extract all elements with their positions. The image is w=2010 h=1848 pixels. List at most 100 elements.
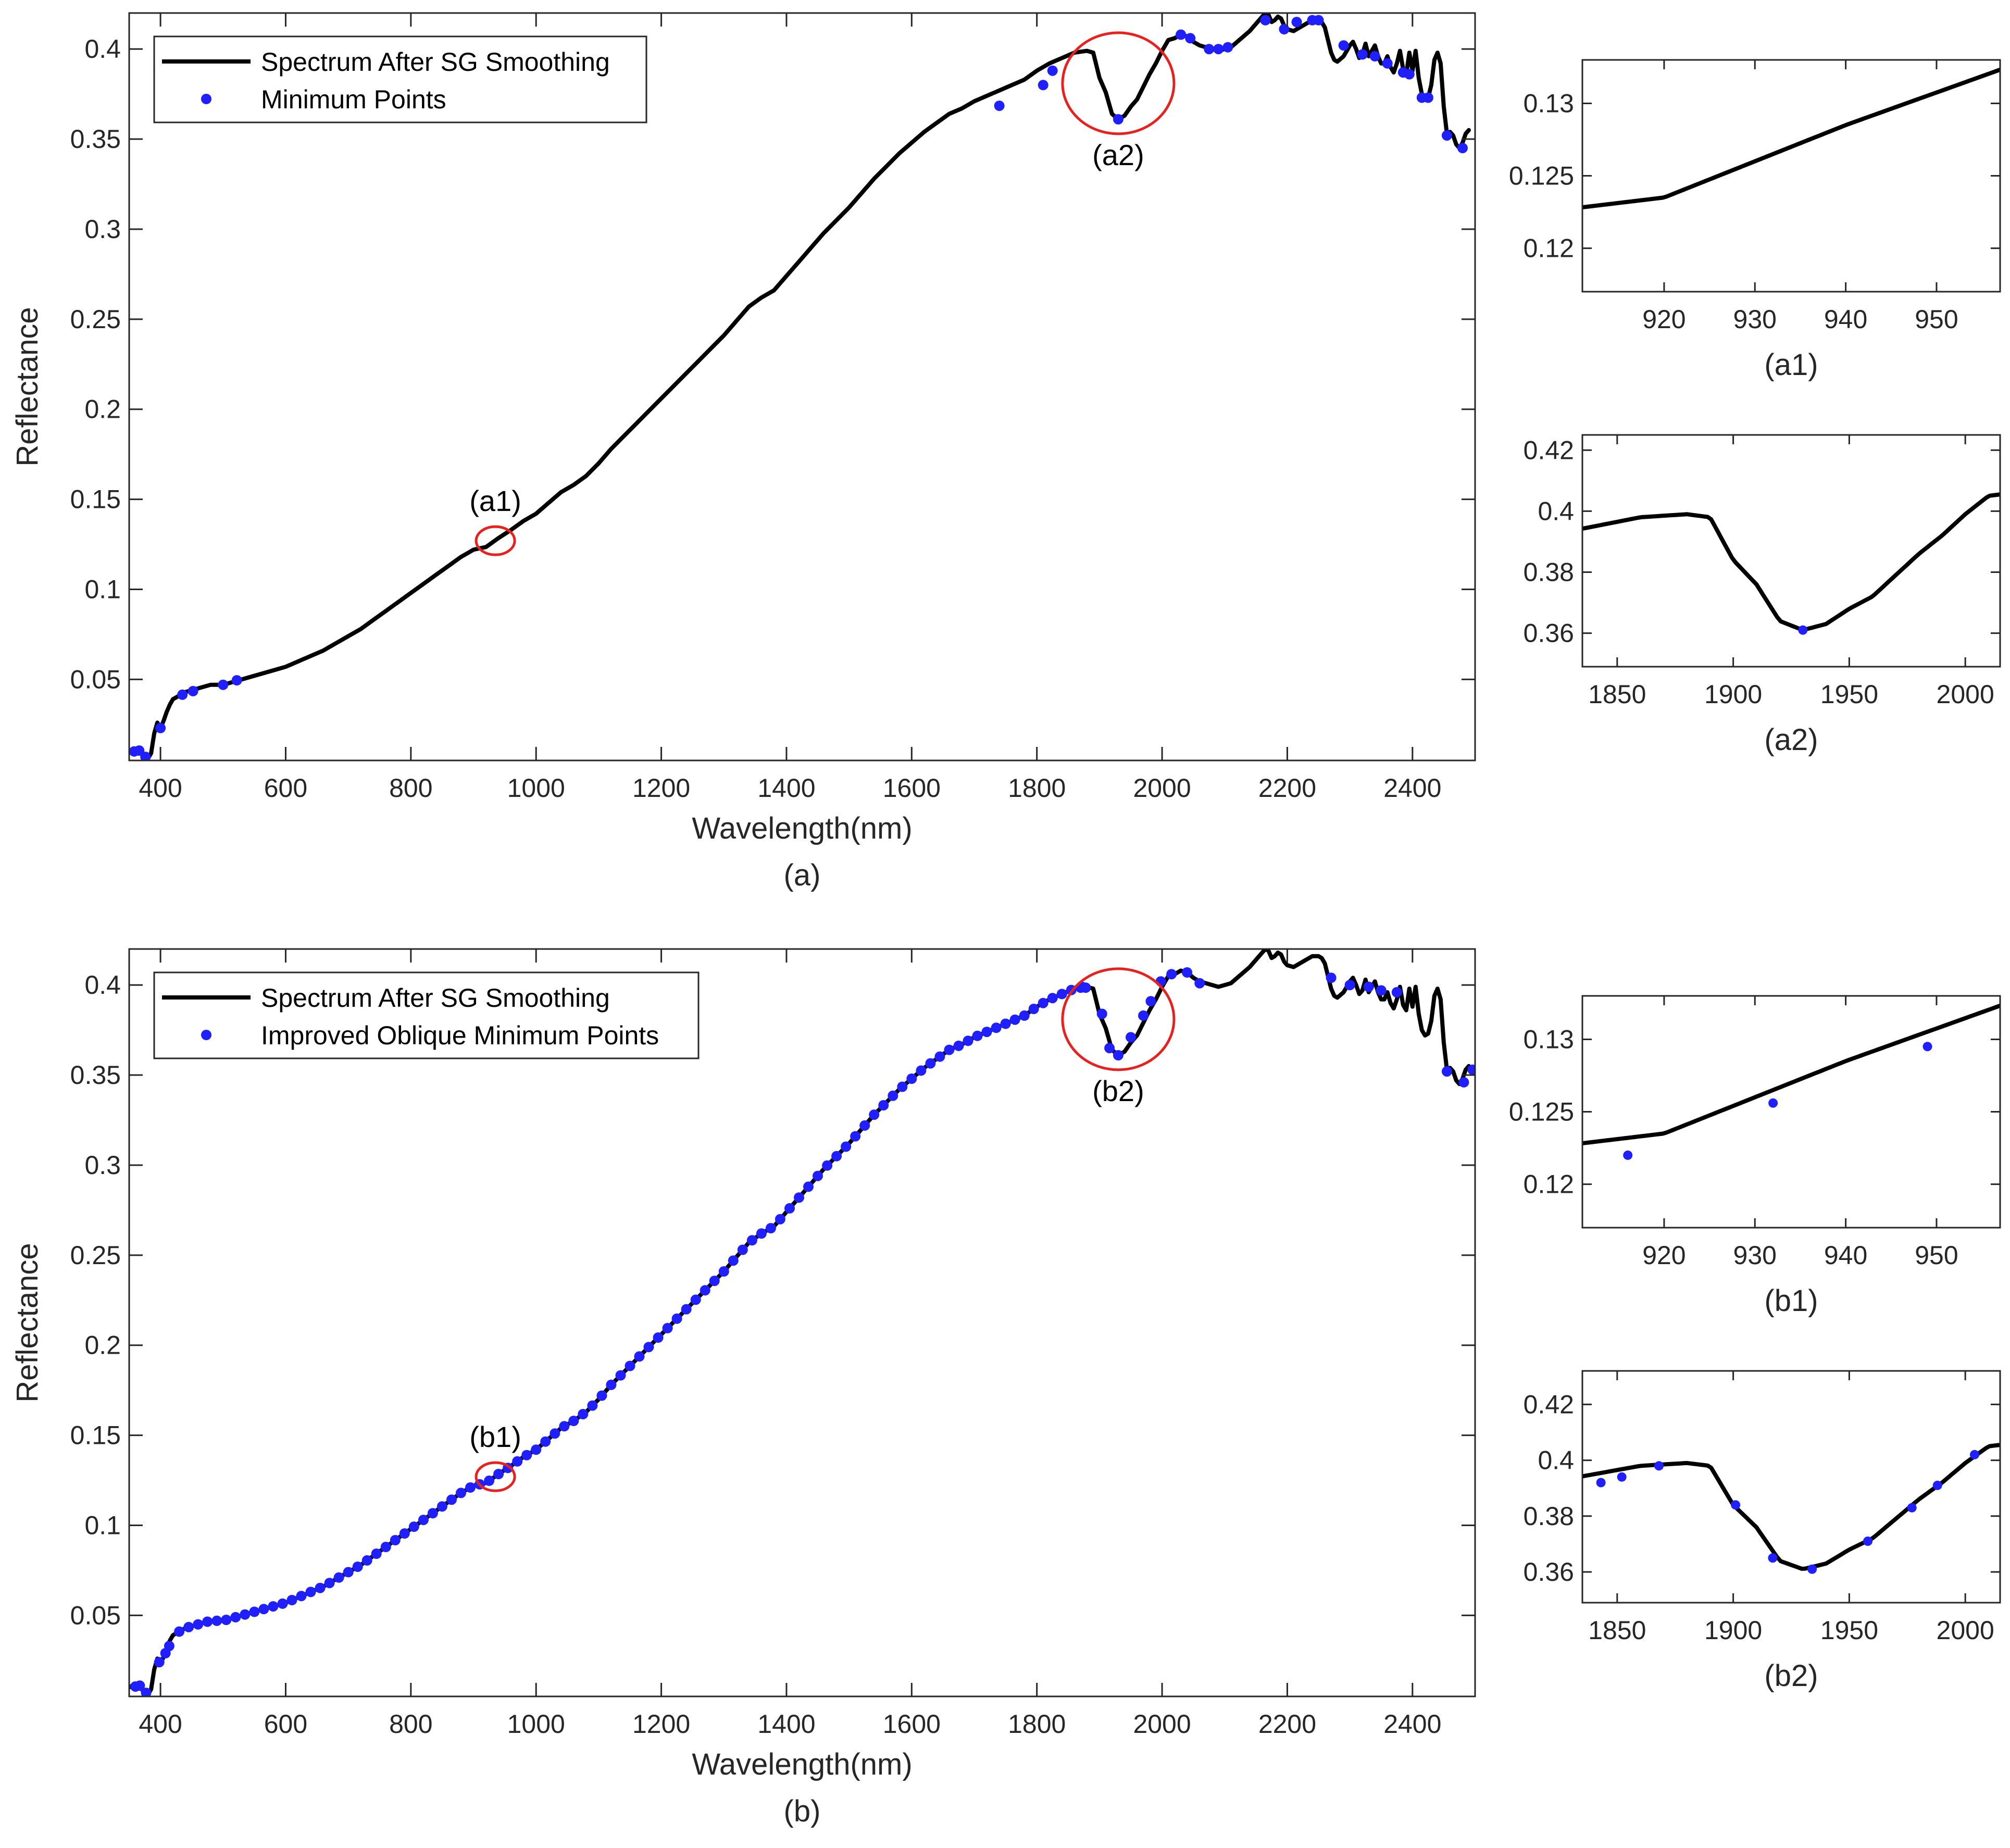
marker-point bbox=[1932, 1480, 1942, 1490]
x-tick-label: 930 bbox=[1733, 305, 1777, 334]
marker-point bbox=[231, 675, 242, 686]
x-tick-label: 1850 bbox=[1588, 680, 1646, 709]
x-tick-label: 1950 bbox=[1820, 680, 1878, 709]
marker-point bbox=[324, 1578, 335, 1589]
x-tick-label: 930 bbox=[1733, 1241, 1777, 1270]
marker-point bbox=[944, 1044, 955, 1055]
marker-point bbox=[1617, 1472, 1627, 1482]
marker-point bbox=[1623, 1150, 1633, 1160]
panel-zoom_a1: 920 930 940 950 0.12 0.125 0.13 (a1) bbox=[1509, 59, 2001, 382]
y-tick-label: 0.15 bbox=[70, 485, 121, 514]
zoom-annotation-label: (a1) bbox=[469, 484, 521, 517]
marker-point bbox=[813, 1170, 823, 1181]
marker-point bbox=[315, 1582, 326, 1593]
marker-point bbox=[925, 1058, 936, 1069]
marker-point bbox=[531, 1444, 542, 1455]
plot-area bbox=[129, 13, 1471, 760]
marker-point bbox=[230, 1612, 241, 1622]
marker-point bbox=[446, 1494, 457, 1505]
legend-line-label: Spectrum After SG Smoothing bbox=[261, 983, 610, 1013]
x-tick-label: 800 bbox=[389, 773, 432, 803]
legend-marker-swatch bbox=[201, 94, 211, 104]
marker-point bbox=[258, 1604, 269, 1615]
x-tick-label: 1950 bbox=[1820, 1616, 1878, 1645]
marker-point bbox=[512, 1456, 523, 1467]
marker-point bbox=[981, 1027, 992, 1038]
x-tick-label: 1900 bbox=[1704, 680, 1762, 709]
y-tick-label: 0.1 bbox=[84, 1511, 121, 1540]
marker-point bbox=[1326, 972, 1337, 983]
y-tick-label: 0.25 bbox=[70, 1241, 121, 1270]
marker-point bbox=[1596, 1478, 1606, 1488]
marker-point bbox=[352, 1562, 363, 1572]
marker-point bbox=[1376, 985, 1387, 996]
marker-point bbox=[841, 1141, 852, 1152]
x-tick-label: 1600 bbox=[883, 1709, 941, 1739]
plot-area bbox=[1582, 67, 2000, 209]
marker-point bbox=[1441, 1066, 1452, 1077]
zoom-caption: (b2) bbox=[1764, 1659, 1818, 1693]
y-tick-label: 0.38 bbox=[1524, 557, 1574, 586]
y-tick-label: 0.2 bbox=[84, 395, 121, 424]
x-tick-label: 1800 bbox=[1008, 1709, 1066, 1739]
marker-point bbox=[784, 1203, 795, 1214]
panel-zoom_a2: 1850 1900 1950 2000 0.36 0.38 0.4 0.42 (a2) bbox=[1524, 434, 2001, 757]
x-tick-label: 1200 bbox=[632, 1709, 690, 1739]
marker-point bbox=[211, 1615, 222, 1626]
marker-point bbox=[718, 1266, 729, 1277]
marker-point bbox=[1038, 80, 1048, 91]
axis-box bbox=[1581, 434, 2001, 668]
zoom-annotation-label: (a2) bbox=[1092, 139, 1144, 171]
marker-point bbox=[897, 1081, 908, 1092]
y-tick-label: 0.4 bbox=[84, 970, 121, 1000]
marker-point bbox=[1291, 17, 1302, 28]
x-tick-label: 920 bbox=[1642, 1241, 1686, 1270]
y-tick-label: 0.13 bbox=[1524, 89, 1574, 118]
zoom-highlight-circle bbox=[1061, 967, 1176, 1071]
legend-marker-label: Minimum Points bbox=[261, 85, 446, 114]
plot-area bbox=[1582, 1443, 2000, 1574]
figure-caption: (a) bbox=[784, 858, 821, 892]
figure-caption: (b) bbox=[784, 1794, 821, 1828]
marker-point bbox=[1768, 1553, 1778, 1563]
x-tick-label: 1000 bbox=[507, 773, 565, 803]
x-tick-label: 800 bbox=[389, 1709, 432, 1739]
legend-box bbox=[153, 971, 700, 1059]
marker-point bbox=[390, 1535, 401, 1545]
marker-point bbox=[1176, 29, 1187, 40]
marker-point bbox=[991, 1022, 1002, 1033]
marker-point bbox=[653, 1332, 664, 1343]
x-tick-label: 1200 bbox=[632, 773, 690, 803]
x-tick-label: 1000 bbox=[507, 1709, 565, 1739]
x-tick-label: 2000 bbox=[1937, 680, 1994, 709]
x-tick-label: 600 bbox=[264, 1709, 307, 1739]
marker-point bbox=[343, 1567, 354, 1578]
marker-point bbox=[906, 1073, 917, 1084]
marker-point bbox=[277, 1598, 288, 1609]
marker-point bbox=[953, 1040, 964, 1051]
x-axis-label: Wavelength(nm) bbox=[692, 811, 912, 845]
marker-point bbox=[1382, 58, 1393, 69]
marker-point bbox=[1768, 1098, 1778, 1108]
marker-point bbox=[859, 1120, 870, 1131]
plot-area bbox=[1582, 492, 2000, 635]
marker-point bbox=[822, 1160, 833, 1171]
marker-point bbox=[305, 1587, 316, 1597]
marker-point bbox=[878, 1100, 889, 1110]
marker-point bbox=[296, 1591, 307, 1602]
marker-point bbox=[1166, 969, 1177, 980]
marker-point bbox=[1457, 143, 1468, 154]
y-tick-label: 0.1 bbox=[84, 575, 121, 604]
panel-main_a: 400 600 800 1000 1200 1400 1600 1800 2000 2200 240… bbox=[10, 12, 1476, 892]
y-tick-label: 0.125 bbox=[1509, 1097, 1574, 1127]
marker-point bbox=[775, 1214, 785, 1225]
y-tick-label: 0.12 bbox=[1524, 234, 1574, 263]
marker-point bbox=[568, 1416, 579, 1426]
y-tick-label: 0.4 bbox=[1538, 1446, 1574, 1475]
y-tick-label: 0.15 bbox=[70, 1421, 121, 1450]
zoom-caption: (a1) bbox=[1764, 348, 1818, 382]
marker-point bbox=[1363, 981, 1374, 992]
marker-point bbox=[1907, 1503, 1917, 1513]
marker-point bbox=[240, 1609, 251, 1620]
